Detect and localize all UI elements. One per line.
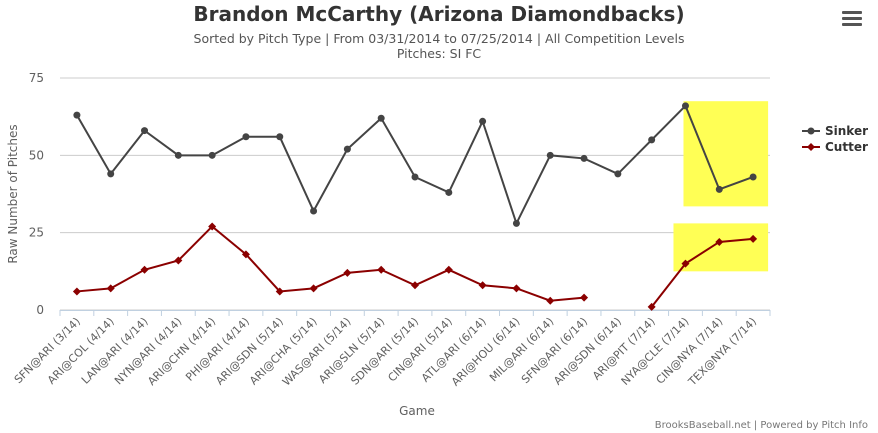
cutter-point [174,256,183,265]
x-axis-title: Game [399,404,435,418]
cutter-point [546,296,555,305]
sinker-point [377,114,385,122]
legend-label: Sinker [825,124,868,138]
sinker-point [749,173,757,181]
cutter-point [512,284,521,293]
y-tick-label: 75 [29,71,44,85]
sinker-point [546,151,554,159]
sinker-point [614,170,622,178]
legend-marker [807,127,815,135]
sinker-point [479,117,487,125]
sinker-point [512,219,520,227]
cutter-point [647,302,656,311]
sinker-point [107,170,115,178]
legend-label: Cutter [825,140,868,154]
cutter-point [106,284,115,293]
cutter-point [478,281,487,290]
cutter-series-line [650,237,754,308]
sinker-point [580,154,588,162]
sinker-point [141,127,149,135]
cutter-point [309,284,318,293]
credit-text: BrooksBaseball.net | Powered by Pitch In… [654,420,868,431]
sinker-point [276,133,284,141]
chart-subtitle: Sorted by Pitch Type | From 03/31/2014 t… [193,31,685,46]
cutter-series-line [76,225,585,302]
sinker-point [411,173,419,181]
cutter-highlight-box [673,223,769,272]
cutter-point [343,268,352,277]
chart-subtitle-pitches: Pitches: SI FC [396,46,482,61]
sinker-point [208,151,216,159]
chart-title: Brandon McCarthy (Arizona Diamondbacks) [193,2,685,26]
y-axis-title: Raw Number of Pitches [6,124,20,263]
y-tick-label: 25 [29,226,44,240]
y-tick-label: 0 [36,303,44,317]
cutter-point [241,250,250,259]
sinker-point [73,111,81,119]
legend-item[interactable]: Cutter [802,140,868,154]
sinker-point [242,133,250,141]
sinker-point [715,185,723,193]
cutter-point [580,293,589,302]
sinker-point [343,145,351,153]
cutter-point [749,234,758,243]
sinker-point [445,188,453,196]
cutter-point [140,265,149,274]
cutter-point [444,265,453,274]
legend-marker [807,143,815,151]
cutter-point [377,265,386,274]
cutter-point [275,287,284,296]
cutter-point [72,287,81,296]
sinker-point [648,136,656,144]
sinker-series-line [76,104,754,227]
sinker-highlight-box [683,101,769,207]
cutter-point [208,222,217,231]
sinker-point [310,207,318,215]
cutter-point [411,281,419,290]
sinker-point [174,151,182,159]
cutter-point [681,259,690,268]
hamburger-menu-icon[interactable] [842,11,862,27]
legend-item[interactable]: Sinker [802,124,868,138]
cutter-point [715,237,724,246]
sinker-point [681,102,689,110]
y-tick-label: 50 [29,148,44,162]
